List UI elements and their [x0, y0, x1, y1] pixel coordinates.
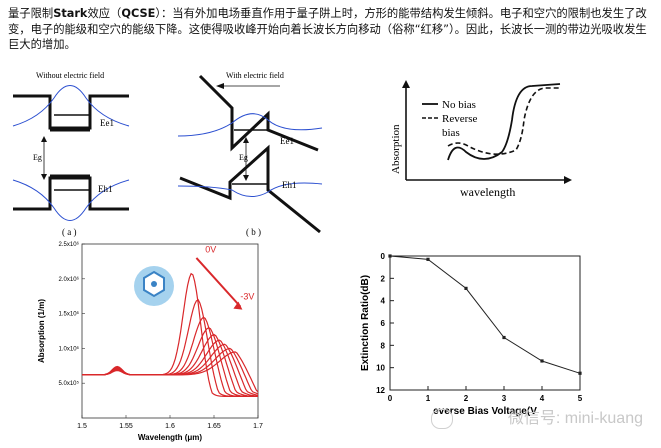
y-tick-label: 5.0x10⁵ [58, 380, 79, 387]
y-tick-label: 1.0x10⁶ [59, 345, 80, 352]
y-axis-label: Extinction Ratio(dB) [360, 275, 371, 371]
extinction-line [389, 255, 581, 374]
spectrum-curve [82, 327, 258, 397]
shift-arrow [195, 257, 242, 308]
data-point [540, 359, 544, 363]
intro-bold-qcse: QCSE [121, 7, 156, 20]
x-axis-label: Wavelength (μm) [138, 433, 202, 442]
legend-no-bias: No bias [442, 99, 476, 111]
y-tick-label: 1.5x10⁶ [59, 311, 80, 318]
spectrum-curve [82, 351, 259, 393]
x-tick-label: 1 [426, 394, 431, 403]
intro-bold-stark: Stark [53, 7, 88, 20]
y-tick-label: 4 [381, 297, 386, 306]
x-axis-label: everse Bias Voltage(V [433, 406, 537, 417]
annotation-0v: 0V [205, 244, 216, 254]
x-tick-label: 5 [578, 394, 583, 403]
diagram-a-eg: Eg [33, 153, 42, 162]
y-tick-label: 6 [381, 319, 386, 328]
diagram-b-eg: Eg [239, 153, 248, 162]
data-point [426, 257, 430, 261]
diagram-b-title: With electric field [226, 71, 284, 80]
intro-text-3: ）：当有外加电场垂直作用于量子阱上时，方形的能带结构发生倾斜。电子和空穴的限制也… [8, 7, 647, 51]
annotation-3v: -3V [240, 292, 254, 302]
x-tick-label: 1.7 [253, 423, 263, 430]
watermark: 微信号: mini-kuang [507, 410, 643, 427]
diagram-a-h1: Eh1 [98, 184, 113, 194]
intro-text-2: 效应（ [87, 7, 122, 20]
data-point [388, 254, 392, 258]
band-diagram-b: With electric field Ee1 Eg Eh1 ( b ) [177, 71, 323, 237]
intro-text-1: 量子限制 [8, 7, 54, 20]
spectrum-curve [82, 339, 259, 397]
y-tick-label: 0 [381, 252, 386, 261]
x-axis-label: wavelength [460, 185, 515, 199]
x-tick-label: 1.6 [165, 423, 175, 430]
x-tick-label: 4 [540, 394, 545, 403]
diagram-a-e1: Ee1 [100, 118, 114, 128]
diagram-a-caption: ( a ) [62, 227, 77, 237]
x-tick-label: 2 [464, 394, 469, 403]
x-tick-label: 3 [502, 394, 507, 403]
y-tick-label: 2.0x10⁶ [59, 276, 80, 283]
legend-bias: bias [442, 127, 460, 139]
absorption-spectra-chart: 1.5 1.55 1.6 1.65 1.7 5.0x10⁵ 1.0x10⁶ 1.5x10⁶ 2.… [37, 241, 263, 442]
y-tick-label: 8 [381, 341, 386, 350]
absorption-schematic-chart: No bias Reverse bias wavelength Absorpti… [390, 80, 572, 199]
x-tick-label: 0 [388, 394, 393, 403]
diagram-b-e1: Ee1 [280, 136, 294, 146]
data-point [502, 335, 506, 340]
data-point [578, 371, 582, 375]
y-axis-label: Absorption (1/m) [37, 299, 46, 363]
plot-frame [389, 255, 581, 391]
diagram-a-title: Without electric field [36, 71, 104, 80]
series-reverse-bias [447, 87, 560, 155]
y-tick-label: 2 [381, 274, 386, 283]
hexagon-logo-icon [134, 266, 174, 306]
band-diagram-a: Without electric field Ee1 Eg Eh1 ( a ) [12, 71, 130, 237]
diagram-b-caption: ( b ) [246, 227, 261, 237]
shift-arrowhead [233, 301, 243, 310]
spectrum-curve [82, 298, 258, 397]
diagram-b-h1: Eh1 [282, 180, 297, 190]
data-point [464, 286, 468, 290]
wechat-icon [431, 409, 453, 429]
series-no-bias [447, 83, 561, 161]
legend-reverse: Reverse [442, 113, 478, 125]
spectrum-curve [82, 316, 258, 397]
y-tick-label: 12 [376, 386, 385, 395]
x-tick-label: 1.65 [207, 423, 221, 430]
x-tick-label: 1.55 [119, 423, 133, 430]
intro-paragraph: 量子限制Stark效应（QCSE）：当有外加电场垂直作用于量子阱上时，方形的能带… [8, 6, 656, 53]
y-tick-label: 10 [376, 364, 385, 373]
y-axis-label: Absorption [390, 124, 402, 174]
y-tick-label: 2.5x10⁶ [59, 241, 80, 248]
x-tick-label: 1.5 [77, 423, 87, 430]
